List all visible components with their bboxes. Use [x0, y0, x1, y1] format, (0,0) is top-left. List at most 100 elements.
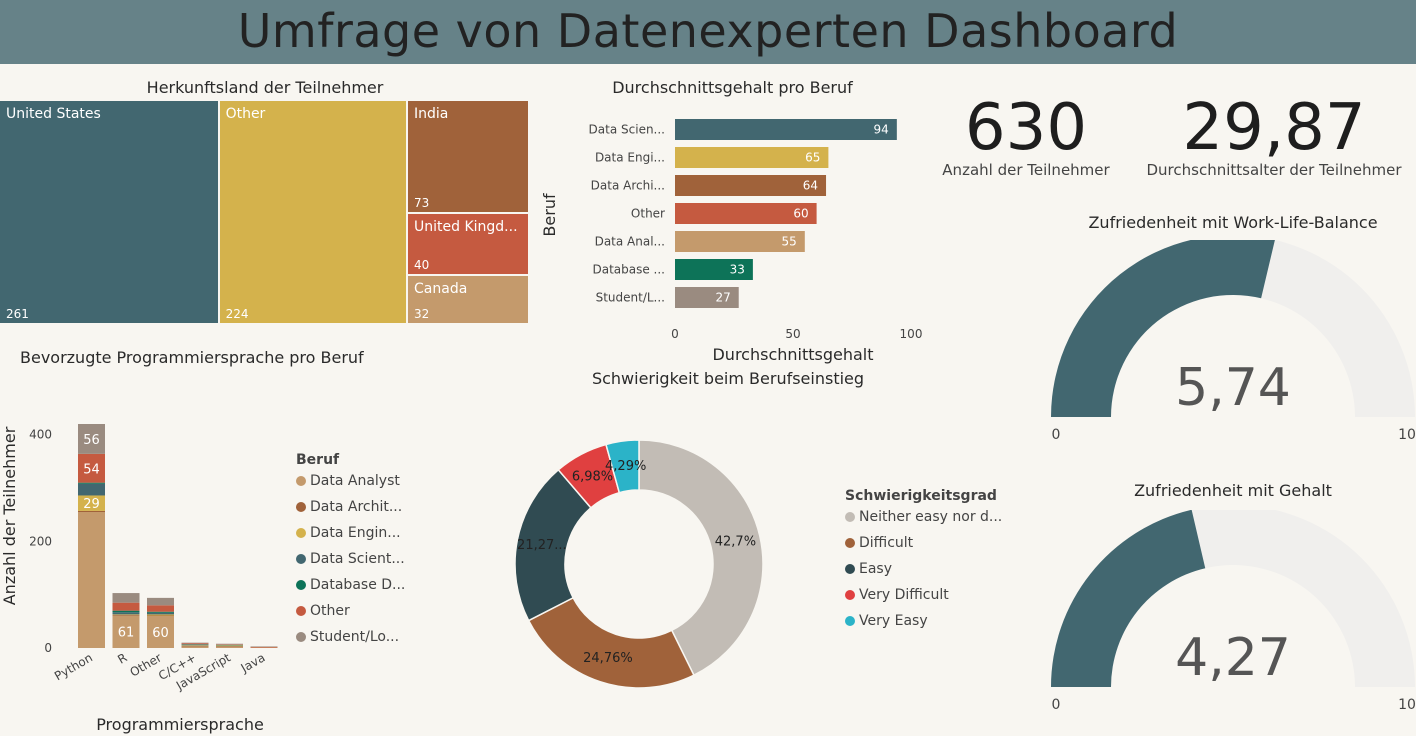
legend-label: Data Engin...	[310, 525, 401, 541]
stacked-bar-segment-r-database-d[interactable]	[112, 610, 140, 613]
legend-item-very-easy[interactable]: Very Easy	[845, 608, 1025, 634]
treemap-tile-canada[interactable]: Canada 32	[408, 275, 528, 323]
stacked-bar-segment-other-data-engin[interactable]	[147, 614, 174, 616]
salary-bar-data-anal[interactable]	[675, 231, 805, 252]
legend-label: Other	[310, 603, 350, 619]
stacked-bar-segment-c-c-data-archit[interactable]	[181, 645, 209, 647]
legend-item-data-scient[interactable]: Data Scient...	[296, 546, 426, 572]
stacked-bar-segment-other-data-archit[interactable]	[147, 615, 174, 616]
legend-title: Schwierigkeitsgrad	[845, 488, 997, 504]
stacked-bar-segment-c-c-data-engin[interactable]	[181, 645, 209, 646]
salary-value-label: 64	[803, 179, 818, 193]
stacked-bar-segment-python-data-scient[interactable]	[78, 483, 105, 496]
stacked-bar-segment-python-data-analyst[interactable]	[78, 512, 105, 648]
salary-bar-data-scien[interactable]	[675, 119, 897, 140]
salary-category-label: Data Engi...	[595, 151, 665, 165]
country-treemap: United States 261 Other 224 India 73 United Ki…	[0, 101, 530, 325]
stacked-data-label: 29	[83, 497, 100, 512]
stacked-data-label: 60	[152, 626, 169, 641]
stacked-bar-segment-r-other[interactable]	[112, 602, 140, 611]
treemap-tile-label: India	[414, 106, 449, 122]
salary-category-label: Other	[631, 207, 665, 221]
language-y-tick: 0	[44, 641, 52, 655]
stacked-data-label: 61	[118, 626, 135, 641]
gauge-fill[interactable]	[1051, 240, 1275, 417]
stacked-bar-segment-r-data-scient[interactable]	[112, 612, 140, 615]
legend-item-data-engin[interactable]: Data Engin...	[296, 520, 426, 546]
donut-slice-difficult[interactable]	[527, 596, 695, 689]
kpi-age-label: Durchschnittsalter der Teilnehmer	[1146, 161, 1402, 179]
stacked-bar-segment-c-c-data-scient[interactable]	[181, 644, 209, 646]
stacked-bar-segment-python-database-d[interactable]	[78, 482, 105, 484]
stacked-bar-segment-java-student-lo[interactable]	[250, 646, 278, 647]
stacked-bar-segment-other-other[interactable]	[147, 605, 174, 612]
salary-value-label: 65	[805, 151, 820, 165]
legend-item-very-difficult[interactable]: Very Difficult	[845, 582, 1025, 608]
treemap-tile-india[interactable]: India 73	[408, 101, 528, 212]
treemap-tile-label: United States	[6, 106, 101, 122]
legend-label: Very Easy	[859, 613, 928, 629]
dashboard-header	[0, 0, 1416, 64]
donut-title: Schwierigkeit beim Berufseinstieg	[591, 369, 865, 388]
legend-label: Neither easy nor d...	[859, 509, 1003, 525]
donut-legend: Schwierigkeitsgrad Neither easy nor d...…	[845, 488, 1025, 634]
donut-slice-label: 6,98%	[572, 470, 613, 485]
stacked-bar-segment-java-other[interactable]	[250, 646, 278, 648]
stacked-bar-segment-r-student-lo[interactable]	[112, 593, 140, 603]
treemap-tile-other[interactable]: Other 224	[219, 101, 406, 323]
stacked-bar-segment-python-other[interactable]	[78, 453, 105, 483]
donut-slice-very-easy[interactable]	[605, 439, 640, 494]
treemap-tile-united-states[interactable]: United States 261	[0, 101, 218, 323]
legend-item-easy[interactable]: Easy	[845, 556, 1025, 582]
stacked-bar-segment-python-data-archit[interactable]	[78, 510, 105, 512]
legend-item-database-d[interactable]: Database D...	[296, 572, 426, 598]
legend-item-data-archit[interactable]: Data Archit...	[296, 494, 426, 520]
stacked-bar-segment-c-c-other[interactable]	[181, 643, 209, 645]
treemap-tile-united-kingd[interactable]: United Kingd... 40	[408, 213, 528, 274]
dashboard-title: Umfrage von Datenexperten Dashboard	[237, 4, 1179, 58]
stacked-bar-segment-javascript-data-engin[interactable]	[216, 645, 243, 646]
stacked-bar-segment-javascript-data-archit[interactable]	[216, 645, 243, 647]
legend-swatch	[845, 590, 855, 600]
stacked-bar-segment-javascript-data-analyst[interactable]	[216, 646, 243, 648]
stacked-bar-segment-other-student-lo[interactable]	[147, 597, 174, 606]
salary-value-label: 94	[874, 123, 889, 137]
stacked-bar-segment-r-data-archit[interactable]	[112, 614, 140, 616]
language-x-axis-label: Programmiersprache	[96, 715, 264, 734]
treemap-tile-label: Other	[225, 106, 266, 122]
salary-bar-database[interactable]	[675, 259, 753, 280]
stacked-bar-segment-python-data-engin[interactable]	[78, 495, 105, 511]
language-y-tick: 200	[29, 534, 52, 548]
stacked-bar-segment-c-c-database-d[interactable]	[181, 644, 209, 645]
stacked-bar-segment-other-data-analyst[interactable]	[147, 616, 174, 648]
donut-slice-neither-easy-nor-d[interactable]	[638, 439, 764, 677]
salary-bar-student-l[interactable]	[675, 287, 739, 308]
stacked-bar-segment-javascript-database-d[interactable]	[216, 644, 243, 646]
stacked-bar-segment-c-c-data-analyst[interactable]	[181, 646, 209, 648]
gauge-fill[interactable]	[1051, 510, 1206, 687]
legend-item-other[interactable]: Other	[296, 598, 426, 624]
salary-bar-data-archi[interactable]	[675, 175, 827, 196]
treemap-tile-value: 40	[414, 257, 430, 272]
salary-bar-data-engi[interactable]	[675, 147, 829, 168]
legend-item-neither-easy-nor-d[interactable]: Neither easy nor d...	[845, 504, 1025, 530]
legend-item-data-analyst[interactable]: Data Analyst	[296, 468, 426, 494]
salary-bar-other[interactable]	[675, 203, 817, 224]
stacked-bar-segment-c-c-student-lo[interactable]	[181, 642, 209, 644]
legend-swatch	[845, 512, 855, 522]
legend-item-difficult[interactable]: Difficult	[845, 530, 1025, 556]
treemap-tile-value: 224	[225, 307, 249, 321]
stacked-bar-segment-r-data-engin[interactable]	[112, 614, 140, 615]
stacked-bar-segment-javascript-other[interactable]	[216, 644, 243, 645]
legend-label: Data Archit...	[310, 499, 403, 515]
stacked-bar-segment-java-data-analyst[interactable]	[250, 647, 278, 648]
stacked-bar-segment-javascript-student-lo[interactable]	[216, 643, 243, 645]
treemap-title: Herkunftsland der Teilnehmer	[146, 78, 384, 97]
stacked-bar-segment-other-database-d[interactable]	[147, 611, 174, 613]
legend-item-student-lo[interactable]: Student/Lo...	[296, 624, 426, 650]
stacked-bar-segment-r-data-analyst[interactable]	[112, 615, 140, 648]
salary-value-label: 55	[782, 235, 797, 249]
stacked-bar-segment-python-student-lo[interactable]	[78, 424, 105, 454]
stacked-bar-segment-other-data-scient[interactable]	[147, 612, 174, 615]
